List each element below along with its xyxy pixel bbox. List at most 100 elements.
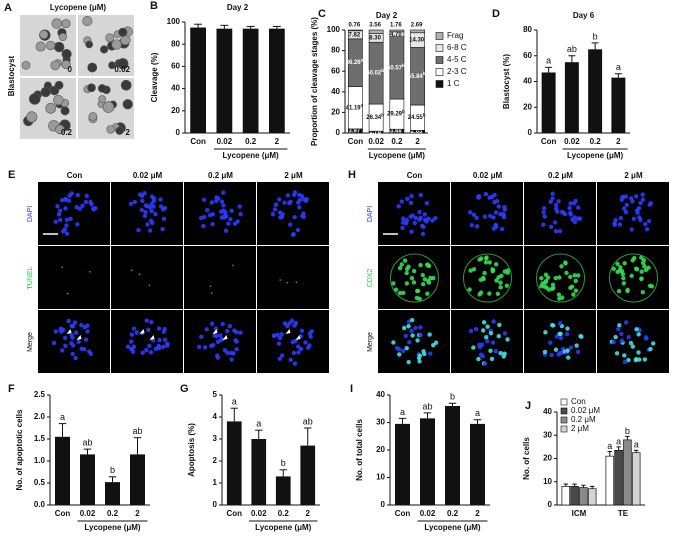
nucleus <box>639 255 644 260</box>
nucleus <box>623 194 628 199</box>
embryo <box>111 39 122 50</box>
nucleus <box>147 205 153 210</box>
nucleus <box>56 212 62 217</box>
row-label: Merge <box>367 332 374 352</box>
nucleus <box>421 349 426 354</box>
tile-label: 0 <box>68 65 73 74</box>
nucleus <box>478 290 484 295</box>
bar-segment <box>368 29 384 34</box>
legend-label: 1 C <box>447 79 460 88</box>
embryo <box>54 41 65 53</box>
nucleus <box>549 352 554 358</box>
nucleus <box>151 204 156 209</box>
x-tick-label: 0.2 <box>447 509 459 518</box>
significance-letter: a <box>60 412 65 422</box>
row-label: CDX2 <box>367 269 374 288</box>
panel-label: I <box>350 383 353 395</box>
arrowhead <box>295 335 301 340</box>
nucleus <box>496 333 501 339</box>
legend-label: 2 μM <box>571 424 589 433</box>
nucleus <box>616 326 621 332</box>
nucleus <box>282 200 287 205</box>
embryo <box>87 83 96 93</box>
nucleus <box>489 356 495 362</box>
embryo <box>21 60 31 70</box>
error-bar <box>279 469 287 477</box>
x-tick-label: 2 <box>135 509 140 518</box>
nucleus <box>418 325 423 330</box>
bar <box>420 418 435 505</box>
embryo <box>122 99 133 110</box>
value-label: 60.57b <box>387 63 405 71</box>
y-tick-label: 2.5 <box>34 390 46 399</box>
nucleus <box>553 347 559 352</box>
nucleus <box>411 268 417 274</box>
nucleus <box>76 339 81 345</box>
nucleus <box>636 350 641 355</box>
nucleus <box>502 207 508 212</box>
x-tick-label: 0.02 <box>251 509 267 518</box>
y-tick-label: 80 <box>331 46 340 55</box>
x-tick-label: 0.02 <box>420 509 436 518</box>
nucleus <box>426 280 432 285</box>
column-label: Con <box>407 171 423 180</box>
significance-letter: a <box>607 441 612 451</box>
nucleus <box>557 331 562 337</box>
nucleus <box>568 201 573 206</box>
legend-label: 4-5 C <box>447 55 467 64</box>
nucleus <box>408 200 414 206</box>
nucleus <box>505 268 511 273</box>
nucleus <box>80 203 85 209</box>
nucleus <box>501 354 506 359</box>
nucleus <box>488 348 493 354</box>
nucleus <box>469 223 475 228</box>
x-tick-label: 0.2 <box>107 509 119 518</box>
nucleus <box>403 221 409 226</box>
nucleus <box>474 215 479 221</box>
nucleus <box>51 340 57 346</box>
nucleus <box>279 279 281 281</box>
nucleus <box>292 190 298 195</box>
x-tick-label: 0.02 <box>368 137 384 146</box>
micrograph <box>38 246 110 309</box>
nucleus <box>270 211 276 217</box>
significance-letter: a <box>361 103 364 108</box>
nucleus <box>235 219 240 224</box>
nucleus <box>640 260 646 266</box>
nucleus <box>289 318 295 323</box>
micrograph <box>524 182 596 245</box>
nucleus <box>199 334 204 340</box>
error-bar <box>572 483 577 487</box>
y-tick-label: 2 <box>213 456 218 465</box>
nucleus <box>552 220 558 225</box>
nucleus <box>219 199 225 204</box>
nucleus <box>578 334 583 339</box>
arrowhead <box>76 335 82 340</box>
embryo <box>54 80 64 90</box>
nucleus <box>277 197 282 202</box>
bar <box>605 455 615 506</box>
embryo <box>106 125 115 134</box>
embryo <box>39 30 49 40</box>
nucleus <box>62 335 68 340</box>
bar <box>561 486 571 506</box>
nucleus <box>481 320 487 325</box>
nucleus <box>238 212 243 217</box>
nucleus <box>467 210 473 215</box>
nucleus <box>232 264 234 267</box>
nucleus <box>58 208 63 213</box>
nucleus <box>85 329 90 334</box>
nucleus <box>557 275 562 280</box>
nucleus <box>404 346 409 351</box>
nucleus <box>83 337 89 342</box>
nucleus <box>406 264 411 269</box>
column-label: 0.2 μM <box>548 171 573 180</box>
y-tick-label: 40 <box>376 390 385 399</box>
nucleus <box>559 264 564 269</box>
nucleus <box>492 199 497 205</box>
embryo <box>100 45 109 54</box>
value-label: 24.55b <box>408 113 426 121</box>
nucleus <box>232 328 237 333</box>
micrograph <box>184 246 256 309</box>
bar <box>105 482 120 505</box>
